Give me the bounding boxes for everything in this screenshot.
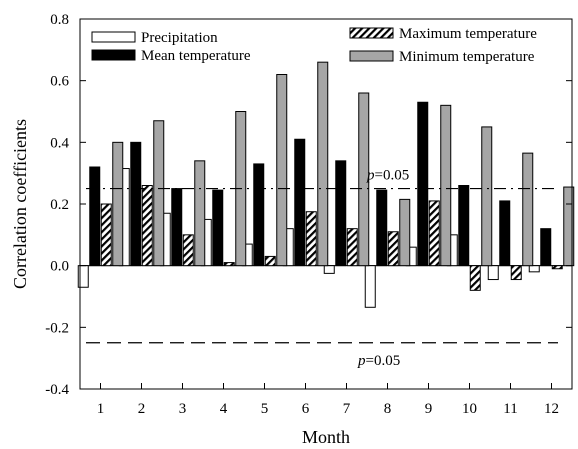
bar-black-month-4 (212, 189, 224, 267)
bar-gray-month-11 (522, 152, 534, 267)
legend-label-hatched: Maximum temperature (399, 26, 537, 42)
bar-gray-month-2 (153, 120, 165, 267)
bar-white-month-11 (487, 265, 499, 281)
bar-gray-month-7 (358, 92, 370, 267)
ref-label-upper-prefix: p (366, 168, 375, 184)
bar-gray-month-1 (112, 141, 124, 267)
bar-hatched-month-7 (346, 228, 358, 267)
x-tick-label: 8 (384, 401, 392, 417)
bar-hatched-month-12 (551, 265, 563, 270)
bar-gray-month-9 (440, 104, 452, 267)
ref-label-lower-suffix: =0.05 (366, 353, 401, 369)
y-tick-label: -0.4 (45, 382, 69, 398)
bar-gray-month-3 (194, 160, 206, 267)
ref-label-lower-prefix: p (357, 353, 366, 369)
x-axis-title: Month (302, 427, 350, 447)
x-tick-label: 12 (544, 401, 559, 417)
bar-black-month-9 (417, 101, 429, 267)
x-tick-label: 4 (220, 401, 228, 417)
legend-swatch-black (91, 49, 136, 61)
x-tick-label: 9 (425, 401, 433, 417)
bar-hatched-month-8 (387, 231, 399, 267)
bar-hatched-month-4 (223, 262, 235, 267)
bar-hatched-month-9 (428, 200, 440, 267)
y-tick-label: 0.8 (50, 12, 69, 28)
bar-black-month-1 (89, 166, 101, 267)
reference-line-label-lower: p=0.05 (357, 353, 400, 369)
bar-black-month-11 (499, 200, 511, 267)
bar-hatched-month-5 (264, 255, 276, 267)
legend-label-white: Precipitation (141, 30, 218, 46)
y-tick-label: 0.2 (50, 197, 69, 213)
bar-black-month-12 (540, 228, 552, 267)
bar-black-month-5 (253, 163, 265, 267)
bar-hatched-month-3 (182, 234, 194, 267)
bar-black-month-7 (335, 160, 347, 267)
bar-black-month-3 (171, 188, 183, 267)
x-tick-label: 6 (302, 401, 310, 417)
bar-hatched-month-11 (510, 265, 522, 281)
bar-black-month-2 (130, 141, 142, 267)
x-tick-label: 11 (503, 401, 517, 417)
legend-label-gray: Minimum temperature (399, 49, 535, 65)
bar-hatched-month-6 (305, 211, 317, 267)
bar-black-month-6 (294, 138, 306, 267)
x-tick-label: 5 (261, 401, 269, 417)
y-axis-title: Correlation coefficients (10, 119, 30, 289)
bar-hatched-month-10 (469, 265, 481, 291)
bar-white-month-12 (528, 265, 540, 273)
bar-white-month-7 (323, 265, 335, 274)
legend-swatch-white (91, 31, 136, 43)
x-tick-label: 2 (138, 401, 146, 417)
reference-line-label-upper: p=0.05 (366, 168, 409, 184)
bars-group (77, 61, 575, 308)
bar-gray-month-6 (317, 61, 329, 267)
legend-swatch-gray (349, 50, 394, 62)
bar-hatched-month-1 (100, 203, 112, 267)
reference-lines-group (86, 187, 558, 344)
bar-gray-month-10 (481, 126, 493, 267)
bar-gray-month-5 (276, 74, 288, 267)
legend-swatch-hatched (349, 27, 394, 39)
y-tick-label: 0.0 (50, 259, 69, 275)
x-tick-label: 10 (462, 401, 477, 417)
x-tick-label: 7 (343, 401, 351, 417)
legend-label-black: Mean temperature (141, 48, 251, 64)
y-tick-label: 0.6 (50, 74, 69, 90)
bar-black-month-8 (376, 189, 388, 267)
y-tick-label: -0.2 (45, 320, 69, 336)
axis-ticks-group: -0.4-0.20.00.20.40.60.81 2 3 4 5 6 7 8 9 10 11 12 (45, 12, 572, 417)
ref-label-upper-suffix: =0.05 (375, 168, 410, 184)
bar-black-month-10 (458, 185, 470, 267)
bar-white-month-8 (364, 265, 376, 308)
legend: Precipitation Mean temperature Maximum tem… (91, 26, 537, 65)
x-tick-label: 3 (179, 401, 187, 417)
bar-gray-month-8 (399, 198, 411, 267)
bar-hatched-month-2 (141, 185, 153, 267)
x-tick-label: 1 (97, 401, 105, 417)
y-tick-label: 0.4 (50, 135, 69, 151)
